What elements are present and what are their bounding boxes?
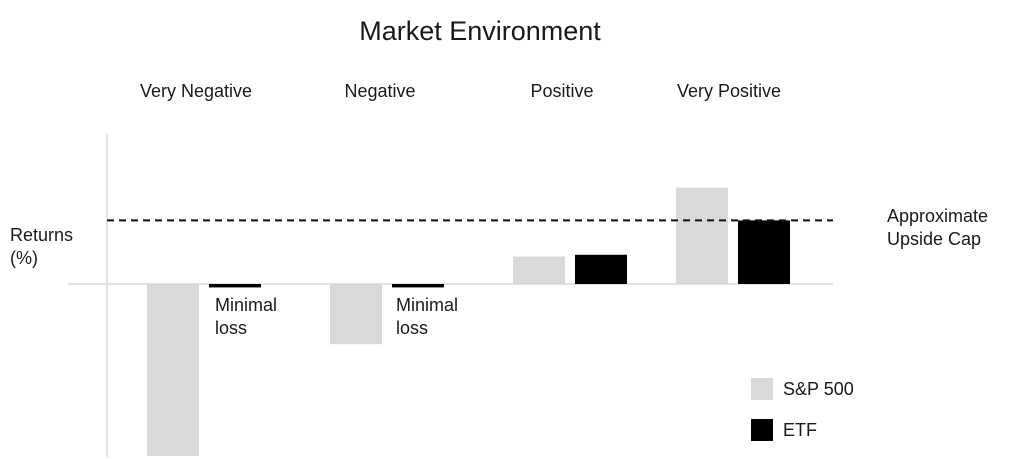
legend-label: S&P 500: [783, 379, 854, 399]
category-label: Negative: [344, 81, 415, 101]
bar-etf: [209, 284, 261, 288]
annotation-minimal-loss: Minimal loss: [215, 295, 277, 338]
bar-sp500: [330, 284, 382, 345]
y-axis-label: Returns (%): [10, 225, 73, 268]
chart-title: Market Environment: [359, 16, 601, 46]
category-label: Positive: [530, 81, 593, 101]
legend-swatch: [751, 378, 773, 400]
bar-sp500: [513, 256, 565, 284]
category-label: Very Negative: [140, 81, 252, 101]
annotation-minimal-loss: Minimal loss: [396, 295, 458, 338]
legend-label: ETF: [783, 420, 817, 440]
bar-etf: [392, 284, 444, 288]
bar-sp500: [676, 187, 728, 284]
bar-etf: [575, 254, 627, 284]
bar-sp500: [147, 284, 199, 456]
category-label: Very Positive: [677, 81, 781, 101]
bar-etf: [738, 220, 790, 284]
legend-swatch: [751, 419, 773, 441]
upside-cap-label: Approximate Upside Cap: [887, 206, 988, 249]
